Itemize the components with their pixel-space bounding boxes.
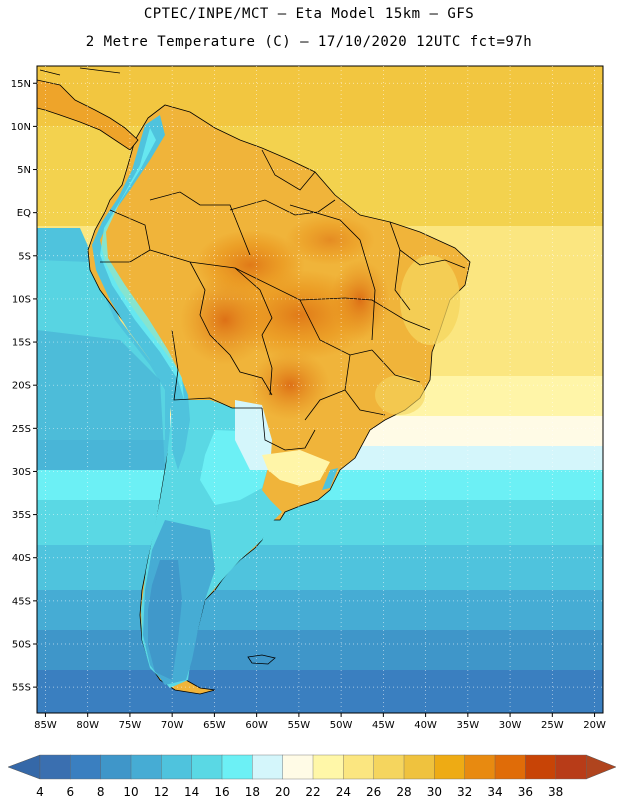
ocean-band-mid-blue — [37, 590, 603, 630]
coastal-cooler — [375, 375, 425, 415]
lat-tick-label: 5N — [17, 165, 31, 176]
colorbar-label: 28 — [396, 785, 411, 799]
temperature-field — [37, 66, 603, 713]
colorbar-swatch — [312, 754, 344, 780]
heat-core-amazon — [285, 215, 375, 265]
lon-tick-label: 60W — [245, 720, 268, 731]
colorbar-swatch — [130, 754, 162, 780]
colorbar-swatch — [161, 754, 193, 780]
lon-tick-label: 20W — [583, 720, 606, 731]
colorbar-label: 6 — [67, 785, 75, 799]
lagoa-dos-patos — [322, 468, 338, 490]
colorbar-label: 16 — [214, 785, 229, 799]
ocean-band-blue — [37, 630, 603, 670]
andes-south-blue-land — [148, 560, 182, 680]
uruguay-cream-land — [262, 450, 330, 486]
lat-tick-label: 50S — [12, 639, 31, 650]
colorbar-swatch — [434, 754, 466, 780]
northeast-cooler — [400, 255, 460, 345]
lon-tick-label: 40W — [414, 720, 437, 731]
ocean-band-tropical-north — [37, 66, 603, 126]
lon-tick-label: 50W — [330, 720, 353, 731]
colorbar-swatch — [373, 754, 405, 780]
colorbar-label: 38 — [548, 785, 563, 799]
lon-tick-label: 35W — [457, 720, 480, 731]
heat-core-bolivia — [180, 275, 270, 365]
lon-tick-label: 80W — [76, 720, 99, 731]
andes-ridge — [92, 115, 190, 470]
country-borders — [100, 149, 466, 451]
lon-tick-label: 75W — [119, 720, 142, 731]
colorbar-label: 4 — [36, 785, 44, 799]
pacific-blue-water — [37, 330, 165, 470]
colorbar-label: 10 — [123, 785, 138, 799]
colorbar-swatch — [403, 754, 435, 780]
colorbar-swatch — [464, 754, 496, 780]
colorbar-swatch — [221, 754, 253, 780]
lat-tick-label: 10S — [12, 294, 31, 305]
lat-tick-label: 20S — [12, 381, 31, 392]
longitude-axis: 85W 80W 75W 70W 65W 60W 55W 50W 45W 40W 35W 30W 25W 2… — [34, 713, 606, 731]
colorbar-high-arrow — [585, 754, 617, 780]
colorbar-swatch — [494, 754, 526, 780]
lon-tick-label: 30W — [499, 720, 522, 731]
lon-tick-label: 70W — [161, 720, 184, 731]
colorbar-swatch — [252, 754, 284, 780]
ocean-band-aqua — [37, 500, 603, 545]
colorbar-swatch — [343, 754, 375, 780]
colorbar-swatch — [282, 754, 314, 780]
colorbar-label: 34 — [487, 785, 502, 799]
title-line-2: 2 Metre Temperature (C) – 17/10/2020 12U… — [85, 34, 533, 50]
colorbar-low-arrow — [7, 754, 41, 780]
lat-tick-label: 15N — [11, 79, 31, 90]
lon-tick-label: 85W — [34, 720, 57, 731]
lat-tick-label: 35S — [12, 510, 31, 521]
ocean-band-teal — [37, 545, 603, 590]
colorbar-swatch — [525, 754, 557, 780]
lon-tick-label: 55W — [288, 720, 311, 731]
colorbar-label: 36 — [518, 785, 533, 799]
lon-tick-label: 25W — [541, 720, 564, 731]
falkland-islands — [247, 654, 276, 665]
colorbar-label: 26 — [366, 785, 381, 799]
latitude-axis: 15N 10N 5N EQ 5S 10S 15S 20S 25S 30S 35S 40S 45S 50S 5… — [11, 79, 37, 694]
colorbar-label: 32 — [457, 785, 472, 799]
cuba-hint — [39, 67, 121, 76]
lon-tick-label: 65W — [203, 720, 226, 731]
colorbar-label: 30 — [427, 785, 442, 799]
lon-tick-label: 45W — [372, 720, 395, 731]
colorbar-swatch — [39, 754, 71, 780]
map-frame — [36, 65, 604, 714]
andes-ridge-core — [100, 128, 184, 400]
lat-tick-label: 25S — [12, 424, 31, 435]
colorbar-swatch — [70, 754, 102, 780]
colorbar-swatch — [555, 754, 587, 780]
colorbar-label: 20 — [275, 785, 290, 799]
colorbar-label: 24 — [336, 785, 351, 799]
lat-tick-label: 30S — [12, 467, 31, 478]
lat-tick-label: 40S — [12, 553, 31, 564]
lat-tick-label: 55S — [12, 683, 31, 694]
lat-tick-label: 15S — [12, 338, 31, 349]
ocean-band-deep-blue — [37, 670, 603, 713]
colorbar-label: 14 — [184, 785, 199, 799]
lat-tick-label: 10N — [11, 122, 31, 133]
colorbar-label: 18 — [245, 785, 260, 799]
temperature-colorbar: 4 6 8 10 12 14 16 18 20 22 24 26 28 30 32 34 36 38 — [7, 754, 617, 799]
colorbar-label: 12 — [154, 785, 169, 799]
heat-core-east — [330, 260, 390, 340]
lat-tick-label: 45S — [12, 596, 31, 607]
colorbar-label: 22 — [305, 785, 320, 799]
title-line-1: CPTEC/INPE/MCT – Eta Model 15km – GFS — [143, 6, 475, 22]
lat-tick-label: EQ — [17, 208, 31, 219]
colorbar-label: 8 — [97, 785, 105, 799]
colorbar-swatch — [100, 754, 132, 780]
colorbar-swatch — [191, 754, 223, 780]
lat-tick-label: 5S — [18, 251, 31, 262]
